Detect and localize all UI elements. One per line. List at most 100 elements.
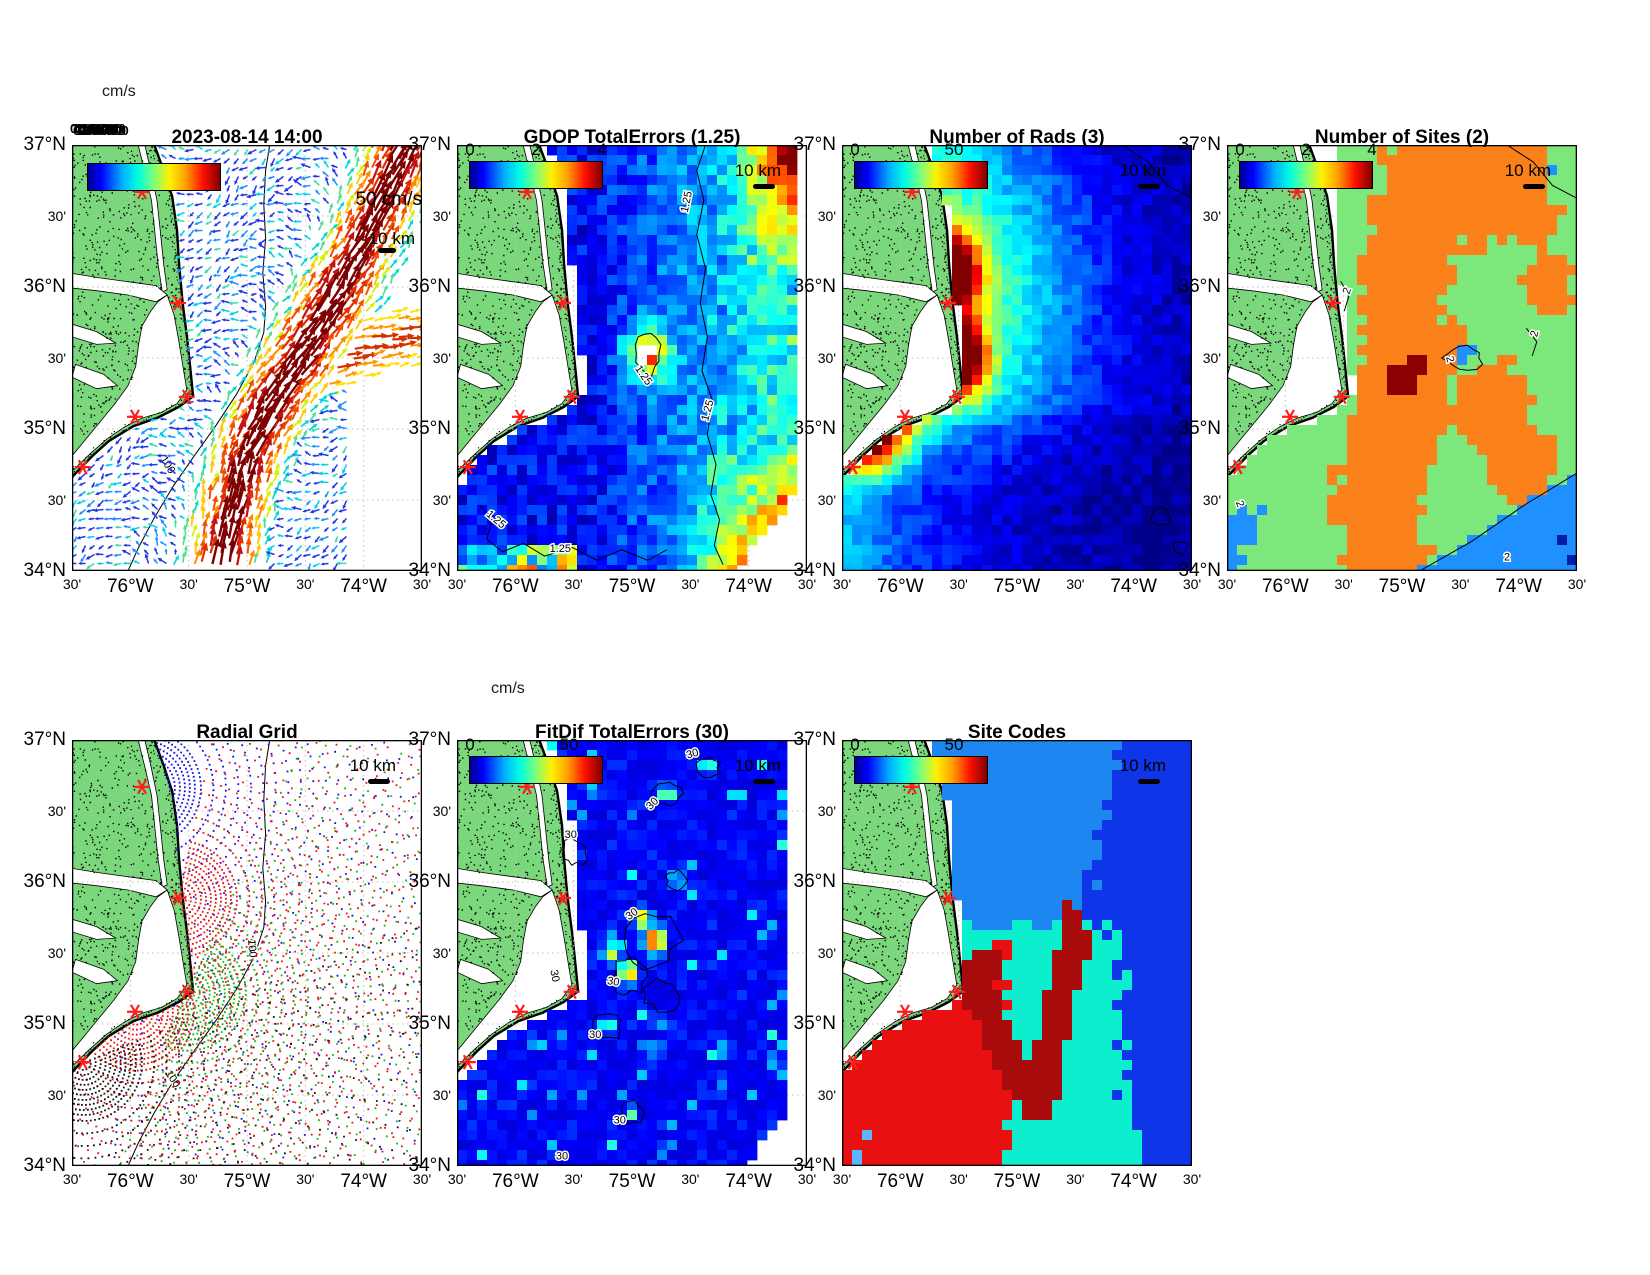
x-axis-tick-label: 75°W [608,576,656,597]
y-axis-tick-label: 37°N [793,729,836,750]
x-axis-tick-label: 30' [62,1171,82,1187]
x-axis-tick-label: 30' [949,576,968,592]
radar-site-marker [1282,409,1298,425]
y-axis-tick-label: 30' [432,1087,451,1103]
colorbar-unit-label: cm/s [491,680,525,697]
y-axis-tick-label: 34°N [23,560,66,581]
x-axis-tick-label: 76°W [876,1171,924,1192]
scale-bar-label: 10 km [349,756,396,775]
x-axis-tick-label: 74°W [1495,576,1542,597]
y-axis-tick-label: 37°N [793,134,836,155]
colorbar-tick-label: 0 [850,140,860,159]
radial-grid-dots-site-2 [138,740,422,1166]
x-axis-tick-label: 30' [1182,1171,1202,1187]
colorbar-tick-label: 50 [944,140,964,159]
x-axis-tick-label: 75°W [993,576,1041,597]
y-axis-tick-label: 30' [432,208,451,224]
x-axis-tick-label: 74°W [340,576,387,597]
y-axis-tick-label: 37°N [408,134,451,155]
x-axis-tick-label: 76°W [491,576,539,597]
colorbar-unit-label: cm/s [102,83,136,100]
radar-site-marker [1333,389,1350,405]
y-axis-tick-label: 30' [47,350,66,366]
contour-label: 1.25 [550,543,571,555]
colorbar-tick-label: 4 [1367,140,1377,159]
radar-site-marker [512,409,528,425]
colorbar: 0 2 4 [1235,140,1377,189]
y-axis-tick-label: 30' [47,492,66,508]
radar-site-marker [127,409,143,425]
x-axis-tick-label: 76°W [1261,576,1309,597]
scale-bar [753,184,775,189]
y-axis-tick-label: 37°N [408,729,451,750]
x-axis-tick-label: 30' [62,576,82,592]
contour-label: 30 [589,1029,601,1041]
radar-site-marker [555,295,571,311]
colorbar: 0 50 [465,735,603,784]
panel-title: Number of Rads (3) [929,127,1105,148]
y-axis-tick-label: 36°N [23,871,66,892]
scale-bar [368,779,390,784]
colorbar-tick-label: 2 [531,140,541,159]
x-axis-tick-label: 30' [1066,1171,1085,1187]
x-axis-tick-label: 30' [179,1171,198,1187]
x-axis-tick-label: 30' [681,1171,700,1187]
x-axis-tick-label: 75°W [223,576,271,597]
y-axis-tick-label: 37°N [23,134,66,155]
x-axis-tick-label: 30' [797,576,817,592]
contour-label: 30 [614,1114,626,1126]
x-axis-tick-label: 74°W [725,1171,772,1192]
contour-label: 30 [606,975,620,989]
x-axis-tick-label: 75°W [608,1171,656,1192]
y-axis-tick-label: 35°N [408,1013,451,1034]
panel-title: 2023-08-14 14:00 [171,127,323,148]
x-axis-tick-label: 30' [832,576,852,592]
reference-vector-label: 50 cm/s [355,189,422,210]
scale-bar [1523,184,1545,189]
x-axis-tick-label: 30' [296,576,315,592]
y-axis-tick-label: 30' [817,492,836,508]
y-axis-tick-label: 35°N [408,418,451,439]
y-axis-tick-label: 35°N [23,1013,66,1034]
current-vectors-map: 100 [72,145,422,571]
y-axis-tick-label: 36°N [408,871,451,892]
y-axis-tick-label: 30' [47,1087,66,1103]
y-axis-tick-label: 36°N [408,276,451,297]
x-axis-tick-label: 30' [949,1171,968,1187]
panel-gdop-total-errors: GDOP TotalErrors (1.25) 1.25 1.25 1.25 1.25… [409,127,817,597]
colorbar [87,163,221,191]
colorbar-tick-label: 4 [597,140,607,159]
x-axis-tick-label: 76°W [876,576,924,597]
x-axis-tick-label: 30' [179,576,198,592]
scale-bar-label: 10 km [1119,756,1166,775]
y-axis-tick-label: 30' [47,208,66,224]
x-axis-tick-label: 30' [412,576,432,592]
panel-current-vectors: 2023-08-14 14:00 100 37°N 30' 36°N 30' 35°N 3… [24,83,432,597]
colorbar-tick-labels-overlapped: 0 10 20 30 40 50 60 70 80 90 100 0 10 20 … [70,121,262,138]
number-of-rads-map [842,145,1192,571]
y-axis-tick-label: 34°N [23,1155,66,1176]
x-axis-tick-label: 74°W [1110,1171,1157,1192]
radar-site-marker [1229,459,1246,475]
panel-fitdif-total-errors: FitDif TotalErrors (30) 30 30 30 30 30 30 30 30… [409,680,817,1192]
radar-site-marker [555,890,571,906]
y-axis-tick-label: 34°N [1178,560,1221,581]
panel-site-codes: Site Codes 37°N 30' 36°N 30' 35°N 30' 34°N 30' 7… [794,722,1202,1192]
y-axis-tick-label: 30' [817,945,836,961]
x-axis-tick-label: 30' [564,1171,583,1187]
panel-radial-grid: Radial Grid 100 100 37°N 30' 36°N 30' 35°N 30'… [24,722,432,1192]
radar-site-marker [563,389,580,405]
colorbar-tick-label: 50 [559,735,579,754]
y-axis-tick-label: 30' [817,350,836,366]
y-axis-tick-label: 37°N [1178,134,1221,155]
panel-number-of-rads: Number of Rads (3) 37°N 30' 36°N 30' 35°N 30'… [794,127,1202,597]
x-axis-tick-label: 30' [1182,576,1202,592]
scale-bar [1138,779,1160,784]
x-axis-tick-label: 30' [447,1171,467,1187]
y-axis-tick-label: 35°N [1178,418,1221,439]
y-axis-tick-label: 34°N [793,560,836,581]
colorbar-tick-label: 2 [1301,140,1311,159]
